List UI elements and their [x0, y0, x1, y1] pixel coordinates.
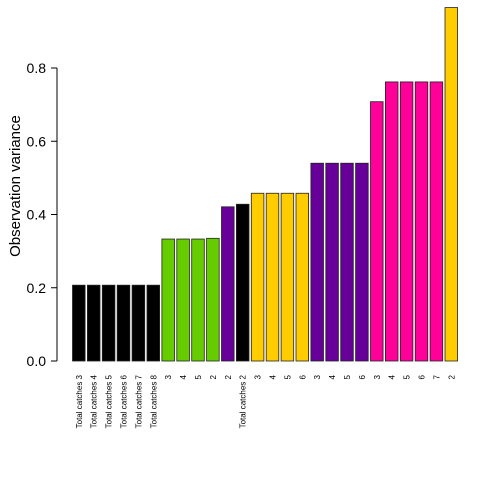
x-tick-label: 4	[179, 374, 188, 379]
x-tick-label: 4	[269, 374, 278, 379]
bar	[206, 237, 220, 362]
x-tick-label: Total catches 7	[134, 374, 143, 428]
x-tick-label: 7	[432, 374, 441, 379]
x-tick-label: 3	[164, 374, 173, 379]
bar	[414, 81, 429, 362]
bar	[176, 238, 190, 362]
bar	[384, 81, 399, 362]
bar	[72, 284, 86, 362]
x-tick-label: 3	[313, 374, 322, 379]
x-tick-label: 5	[194, 374, 203, 379]
bar	[101, 284, 116, 362]
y-tick-label: 0.8	[27, 60, 47, 76]
y-tick-label: 0.6	[27, 133, 47, 149]
x-tick-label: Total catches 3	[75, 374, 84, 428]
x-tick-label: 4	[388, 374, 397, 379]
bar	[191, 238, 205, 362]
x-tick-label: 6	[298, 374, 307, 379]
bar	[310, 162, 324, 362]
x-tick-label: Total catches 5	[105, 374, 114, 428]
x-tick-label: Total catches 8	[149, 374, 158, 428]
bars	[72, 7, 459, 362]
bar	[265, 192, 280, 362]
bar	[235, 203, 250, 362]
bar	[370, 101, 384, 362]
bar	[280, 192, 295, 362]
x-tick-label: 3	[254, 374, 263, 379]
x-tick-label: 2	[447, 374, 456, 379]
x-tick-label: Total catches 4	[90, 374, 99, 428]
x-tick-label: 4	[328, 374, 337, 379]
bar	[250, 192, 265, 362]
bar	[444, 7, 459, 362]
x-tick-label: Total catches 2	[239, 374, 248, 428]
y-axis-label: Observation variance	[7, 115, 24, 257]
x-tick-labels: Total catches 3 Total catches 4 Total catc…	[75, 374, 456, 428]
bar	[325, 162, 339, 362]
bar	[399, 81, 414, 362]
bar	[161, 238, 175, 362]
bar	[340, 162, 354, 362]
y-tick-label: 0.4	[27, 207, 47, 223]
x-tick-label: 6	[358, 374, 367, 379]
x-tick-label: 5	[343, 374, 352, 379]
bar	[295, 192, 310, 362]
bar	[221, 206, 235, 362]
x-tick-label: 5	[283, 374, 292, 379]
bar	[131, 284, 146, 362]
bar	[116, 284, 131, 362]
x-tick-label: 2	[209, 374, 218, 379]
y-tick-label: 0.2	[27, 280, 47, 296]
x-tick-label: 3	[373, 374, 382, 379]
y-tick-label: 0.0	[27, 353, 47, 369]
bar	[87, 284, 101, 362]
y-axis: 0.0 0.2 0.4 0.6 0.8	[27, 60, 58, 369]
bar	[355, 162, 369, 362]
bar	[146, 284, 161, 362]
x-tick-label: 6	[418, 374, 427, 379]
x-tick-label: 2	[224, 374, 233, 379]
x-tick-label: 5	[403, 374, 412, 379]
bar	[429, 81, 444, 362]
x-tick-label: Total catches 6	[120, 374, 129, 428]
